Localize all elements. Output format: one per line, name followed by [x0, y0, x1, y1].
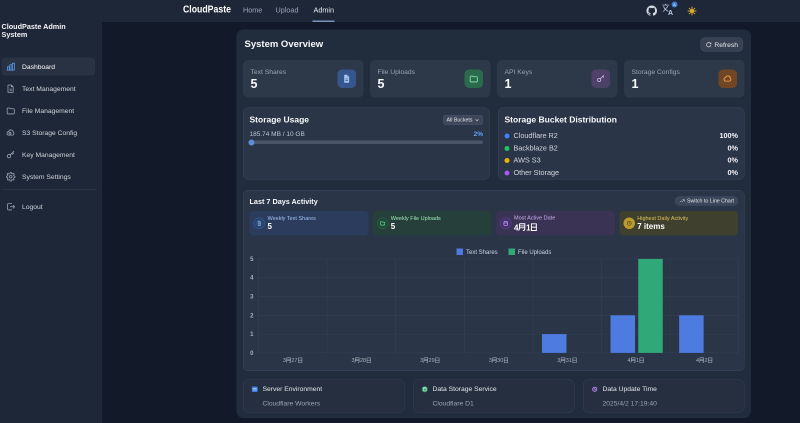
svg-text:3: 3	[420, 358, 423, 364]
svg-text:28: 28	[360, 358, 366, 364]
svg-text:4: 4	[696, 358, 699, 364]
svg-text:31: 31	[566, 358, 572, 364]
svg-text:30: 30	[497, 358, 503, 364]
svg-text:2: 2	[250, 313, 254, 319]
svg-text:2: 2	[705, 358, 708, 364]
svg-text:File Uploads: File Uploads	[518, 250, 551, 256]
svg-text:3: 3	[250, 295, 254, 301]
svg-text:3: 3	[557, 358, 560, 364]
svg-text:4: 4	[514, 223, 519, 232]
svg-text:1: 1	[250, 332, 254, 338]
svg-text:3: 3	[489, 358, 492, 364]
svg-text:3: 3	[352, 358, 355, 364]
svg-text:1: 1	[636, 358, 639, 364]
svg-text:27: 27	[291, 358, 297, 364]
svg-text:Text Shares: Text Shares	[466, 250, 498, 256]
svg-text:5: 5	[250, 257, 254, 263]
svg-text:4: 4	[250, 276, 254, 282]
svg-text:4: 4	[627, 358, 630, 364]
svg-text:0: 0	[250, 351, 254, 357]
svg-text:3: 3	[283, 358, 286, 364]
svg-text:29: 29	[429, 358, 435, 364]
svg-text:1: 1	[526, 223, 531, 232]
